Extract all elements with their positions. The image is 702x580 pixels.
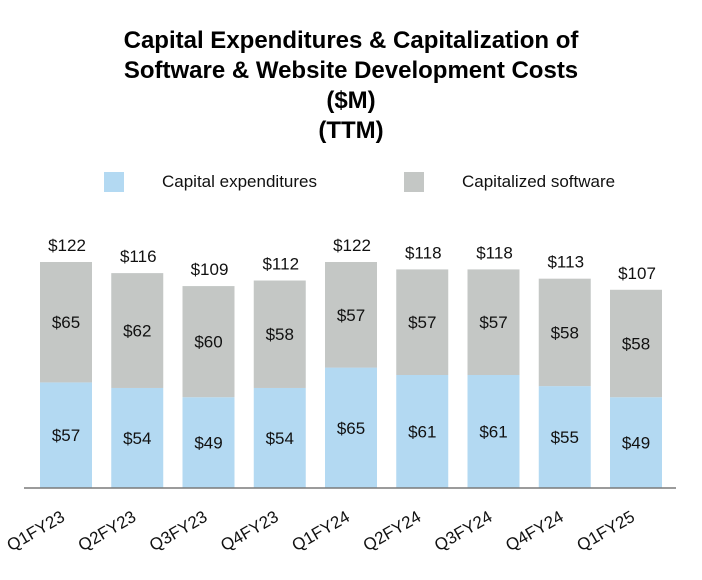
total-label: $118 <box>476 243 513 262</box>
data-label-capex: $54 <box>123 429 151 448</box>
bar-segment-software <box>538 278 591 387</box>
data-label-software: $58 <box>551 323 579 342</box>
data-label-capex: $61 <box>408 423 436 442</box>
legend-item-capex: Capital expenditures <box>104 172 317 192</box>
chart-title-line: Capital Expenditures & Capitalization of <box>123 27 579 54</box>
bar-segment-software <box>253 280 306 388</box>
total-label: $113 <box>547 253 584 272</box>
total-label: $122 <box>48 236 86 255</box>
bar-segment-capex <box>325 367 377 488</box>
bar-segment-software <box>325 262 377 368</box>
total-label: $107 <box>618 264 656 283</box>
bar-segment-capex <box>396 375 449 488</box>
data-label-capex: $57 <box>52 426 80 445</box>
data-label-software: $58 <box>622 335 650 354</box>
x-tick-label: Q3FY24 <box>431 507 495 555</box>
data-label-software: $57 <box>408 313 436 332</box>
bar-segment-capex <box>111 387 164 488</box>
bar-segment-software <box>467 269 520 375</box>
total-label: $116 <box>120 247 157 266</box>
data-label-software: $60 <box>194 333 222 352</box>
total-label: $122 <box>333 236 371 255</box>
bar-segment-software <box>40 262 92 383</box>
data-label-capex: $55 <box>551 428 579 447</box>
x-tick-label: Q2FY23 <box>75 507 139 555</box>
bar-segment-capex <box>538 386 591 488</box>
bar-segment-capex <box>40 382 92 488</box>
data-label-software: $62 <box>123 322 151 341</box>
total-label: $109 <box>191 260 229 279</box>
chart-title-line: ($M) <box>326 87 376 114</box>
data-label-capex: $54 <box>266 429 294 448</box>
data-label-capex: $49 <box>622 434 650 453</box>
data-label-capex: $65 <box>337 419 365 438</box>
x-tick-label: Q1FY25 <box>574 507 638 555</box>
data-label-software: $58 <box>266 325 294 344</box>
data-label-capex: $61 <box>479 423 507 442</box>
legend-item-software: Capitalized software <box>404 172 615 192</box>
bar-segment-software <box>610 289 662 398</box>
x-tick-label: Q3FY23 <box>146 507 210 555</box>
data-label-software: $65 <box>52 313 80 332</box>
bar-segment-capex <box>467 375 520 488</box>
data-label-software: $57 <box>337 306 365 325</box>
data-label-capex: $49 <box>194 434 222 453</box>
chart-title: Capital Expenditures & Capitalization of… <box>0 26 702 146</box>
x-tick-label: Q1FY24 <box>289 507 353 555</box>
total-label: $112 <box>262 255 299 274</box>
bar-segment-software <box>182 286 235 398</box>
bar-segment-capex <box>610 397 662 488</box>
chart-title-line: (TTM) <box>318 117 384 144</box>
x-tick-label: Q2FY24 <box>360 507 424 555</box>
x-tick-label: Q1FY23 <box>4 507 68 555</box>
legend-swatch-software <box>404 172 424 192</box>
bar-segment-software <box>396 269 449 375</box>
x-tick-label: Q4FY24 <box>502 507 566 555</box>
bar-segment-software <box>111 273 164 388</box>
chart-title-line: Software & Website Development Costs <box>123 57 579 84</box>
legend-swatch-capex <box>104 172 124 192</box>
x-tick-label: Q4FY23 <box>217 507 281 555</box>
legend-label-capex: Capital expenditures <box>162 172 317 191</box>
data-label-software: $57 <box>479 313 507 332</box>
bar-segment-capex <box>182 397 235 488</box>
legend-label-software: Capitalized software <box>462 172 616 191</box>
total-label: $118 <box>405 243 442 262</box>
bar-segment-capex <box>253 387 306 488</box>
